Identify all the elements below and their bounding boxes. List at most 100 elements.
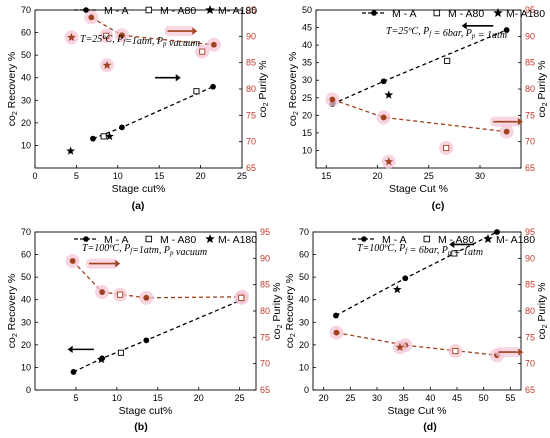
- data-point: [444, 57, 451, 64]
- y2-tick-label: 85: [525, 280, 535, 290]
- y-tick-label: 50: [21, 50, 31, 60]
- axis-arrowhead: [175, 74, 181, 82]
- x-tick-label: 5: [74, 171, 79, 181]
- data-point: [333, 329, 340, 336]
- y-tick-label: 50: [299, 272, 309, 282]
- x-tick-label: 30: [475, 171, 485, 181]
- data-point: [67, 32, 76, 42]
- x-tick-label: 20: [372, 171, 382, 181]
- panel-label: (d): [423, 421, 436, 433]
- axis-arrowhead: [115, 260, 121, 268]
- y2-tick-label: 65: [246, 163, 256, 173]
- legend-label: M - A: [382, 234, 407, 246]
- x-tick-label: 5: [73, 393, 78, 403]
- legend-marker-square: [423, 235, 431, 243]
- y2-tick-label: 70: [525, 359, 535, 369]
- y-tick-label: 35: [302, 58, 312, 68]
- panel-d: 20 25 30 35 40 45 50 55 0 10 20 30 40 50 60 70 65 70 75 80 8…: [284, 227, 549, 433]
- y2-tick-label: 65: [525, 163, 535, 173]
- data-point: [103, 32, 110, 39]
- panel-label: (c): [432, 200, 445, 212]
- legend-marker-circle: [83, 236, 89, 242]
- y2-tick-label: 95: [525, 227, 535, 237]
- axis-title: co2 Purity %: [271, 282, 284, 339]
- condition-text: T=25ºC, Pf=1atm, Pp vacuum: [80, 34, 200, 49]
- data-point: [392, 284, 402, 294]
- legend-label: M- A180: [218, 234, 257, 246]
- data-point: [210, 83, 216, 90]
- legend: M - A M - A80 M- A180: [352, 234, 535, 246]
- series-line: [92, 86, 214, 140]
- data-point: [384, 90, 394, 99]
- data-point: [503, 128, 510, 135]
- panel-b: 5 10 15 20 25 0 10 20 30 40 50 60 70 65 70 75 80 85 90 95 St…: [6, 227, 284, 433]
- legend-marker-star: [205, 5, 215, 15]
- x-tick-label: 20: [319, 393, 329, 403]
- x-axis-title: Stage cut%: [112, 183, 166, 195]
- data-point: [143, 337, 150, 344]
- data-point: [88, 14, 95, 21]
- y2-tick-label: 85: [525, 58, 535, 68]
- data-point: [90, 135, 96, 142]
- y2-tick-label: 65: [525, 385, 535, 395]
- y2-tick-label: 70: [246, 137, 256, 147]
- y2-tick-label: 80: [525, 306, 535, 316]
- data-point: [402, 275, 409, 282]
- axis-title: co2 Purity %: [536, 60, 549, 117]
- y2-tick-label: 90: [246, 31, 256, 41]
- legend-label: M - A: [104, 234, 129, 246]
- data-point: [452, 347, 459, 355]
- legend-label: M - A: [392, 8, 417, 20]
- data-point: [380, 114, 387, 121]
- y-tick-label: 0: [304, 385, 309, 395]
- condition-text: T=100ºC, Pf = 6bar, Pp = 1atm: [357, 243, 483, 258]
- legend-label: M - A80: [160, 5, 196, 17]
- data-point: [119, 32, 125, 39]
- legend-marker-circle: [361, 236, 367, 242]
- data-point: [238, 294, 245, 301]
- series-line: [332, 29, 507, 105]
- legend-label: M - A80: [160, 234, 196, 246]
- y-tick-label: 0: [26, 385, 31, 395]
- y-tick-label: 45: [302, 23, 312, 33]
- y-tick-label: 10: [21, 362, 31, 372]
- data-point: [119, 124, 125, 131]
- data-point: [333, 312, 339, 319]
- data-point: [102, 60, 112, 70]
- legend-label: M- A180: [218, 5, 257, 17]
- x-tick-label: 10: [113, 171, 123, 181]
- axis-arrowhead: [67, 345, 73, 353]
- y-tick-label: 70: [299, 227, 309, 237]
- axis-title: co2 Purity %: [536, 282, 549, 339]
- x-tick-label: 50: [479, 393, 489, 403]
- data-point: [494, 229, 500, 235]
- x-tick-label: 0: [32, 171, 37, 181]
- axis-arrowhead: [517, 118, 523, 126]
- y2-tick-label: 90: [260, 253, 270, 263]
- y-tick-label: 20: [302, 110, 312, 120]
- y2-tick-label: 70: [260, 359, 270, 369]
- y-tick-label: 60: [21, 250, 31, 260]
- panel-a: 0 5 10 15 20 25 10 20 30 40 50 60 70 65 70 75 80 85 90 95 St…: [6, 5, 270, 212]
- data-point: [329, 96, 336, 103]
- data-point: [210, 41, 217, 48]
- series-line: [332, 98, 507, 133]
- y-tick-label: 30: [21, 95, 31, 105]
- y-tick-label: 10: [299, 362, 309, 372]
- data-point: [99, 289, 106, 295]
- x-tick-label: 25: [345, 393, 355, 403]
- axis-arrowhead: [449, 240, 455, 249]
- y2-tick-label: 75: [525, 110, 535, 120]
- x-tick-label: 20: [196, 171, 206, 181]
- legend-label: M - A80: [448, 8, 484, 20]
- x-axis-title: Stage cut%: [119, 405, 173, 417]
- y2-tick-label: 75: [525, 332, 535, 342]
- y2-tick-label: 90: [525, 253, 535, 263]
- data-point: [117, 291, 124, 298]
- data-point: [380, 78, 387, 85]
- y-tick-label: 10: [21, 140, 31, 150]
- legend-marker-star: [205, 234, 215, 244]
- x-axis-title: Stage Cut %: [389, 183, 448, 195]
- data-point: [100, 133, 107, 140]
- y-tick-label: 40: [299, 295, 309, 305]
